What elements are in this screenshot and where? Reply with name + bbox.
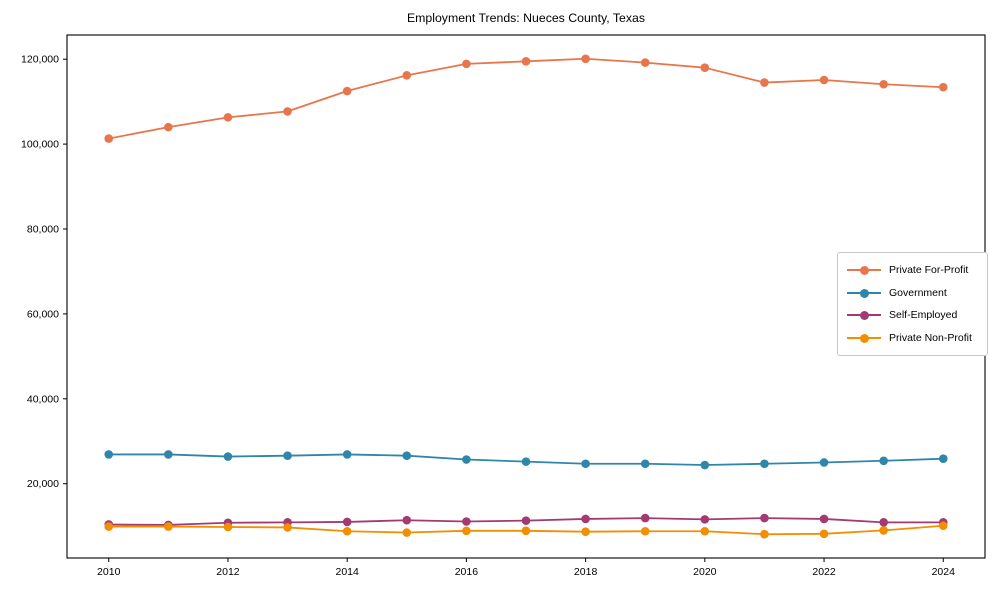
marker-private-non-profit-2023 bbox=[879, 526, 888, 535]
marker-private-non-profit-2022 bbox=[819, 529, 829, 539]
marker-self-employed-2016 bbox=[462, 517, 471, 526]
x-tick-label: 2022 bbox=[812, 566, 836, 578]
legend-item-self-employed: Self-Employed bbox=[847, 304, 977, 327]
marker-self-employed-2021 bbox=[760, 513, 769, 523]
marker-private-for-profit-2017 bbox=[521, 57, 531, 66]
marker-self-employed-2017 bbox=[521, 516, 531, 525]
marker-private-for-profit-2023 bbox=[879, 79, 888, 89]
marker-private-for-profit-2011 bbox=[164, 122, 173, 132]
legend-label-private-non-profit: Private Non-Profit bbox=[889, 331, 972, 344]
legend-item-private-non-profit: Private Non-Profit bbox=[847, 327, 977, 350]
marker-private-for-profit-2022 bbox=[819, 75, 829, 85]
marker-private-non-profit-2011 bbox=[164, 522, 173, 531]
marker-private-for-profit-2016 bbox=[462, 59, 471, 69]
marker-private-non-profit-2013 bbox=[283, 523, 292, 532]
marker-private-non-profit-2021 bbox=[760, 529, 769, 539]
marker-private-non-profit-2018 bbox=[581, 527, 590, 536]
marker-self-employed-2022 bbox=[819, 514, 829, 524]
y-tick-label: 60,000 bbox=[27, 308, 59, 320]
marker-self-employed-2019 bbox=[640, 513, 650, 523]
x-tick-label: 2010 bbox=[97, 566, 121, 578]
marker-private-non-profit-2016 bbox=[462, 526, 471, 536]
marker-private-for-profit-2018 bbox=[581, 54, 590, 64]
marker-government-2023 bbox=[879, 456, 888, 466]
marker-government-2015 bbox=[402, 451, 412, 460]
legend: Private For-Profit Government Self-Employe… bbox=[837, 252, 988, 356]
marker-private-for-profit-2020 bbox=[700, 63, 710, 72]
legend-label-private-for-profit: Private For-Profit bbox=[889, 264, 969, 277]
marker-government-2019 bbox=[640, 459, 650, 469]
marker-private-non-profit-2024 bbox=[938, 521, 948, 531]
marker-private-for-profit-2014 bbox=[342, 86, 352, 96]
marker-private-non-profit-2019 bbox=[640, 526, 650, 536]
legend-marker-private-for-profit bbox=[847, 265, 881, 276]
legend-label-government: Government bbox=[889, 286, 947, 299]
marker-government-2022 bbox=[819, 458, 829, 467]
marker-private-for-profit-2012 bbox=[223, 113, 233, 122]
marker-private-non-profit-2015 bbox=[402, 528, 412, 537]
marker-government-2010 bbox=[104, 450, 114, 459]
marker-private-for-profit-2021 bbox=[760, 78, 769, 87]
y-tick-label: 120,000 bbox=[21, 54, 59, 66]
marker-private-non-profit-2012 bbox=[223, 522, 233, 532]
x-tick-label: 2016 bbox=[455, 566, 479, 578]
legend-dot-swatch bbox=[860, 288, 869, 298]
marker-self-employed-2014 bbox=[342, 517, 352, 527]
marker-government-2014 bbox=[342, 450, 352, 459]
marker-private-for-profit-2024 bbox=[938, 82, 948, 92]
y-tick-label: 80,000 bbox=[27, 224, 59, 236]
x-tick-label: 2024 bbox=[932, 566, 956, 578]
marker-government-2013 bbox=[283, 451, 292, 460]
marker-government-2020 bbox=[700, 460, 710, 470]
marker-private-non-profit-2017 bbox=[521, 526, 531, 536]
legend-marker-self-employed bbox=[847, 310, 881, 321]
chart-title: Employment Trends: Nueces County, Texas bbox=[407, 11, 645, 25]
marker-self-employed-2023 bbox=[879, 518, 888, 527]
line-private-for-profit bbox=[108, 57, 944, 140]
marker-government-2012 bbox=[223, 452, 233, 461]
marker-government-2011 bbox=[164, 450, 173, 459]
marker-government-2016 bbox=[462, 455, 471, 464]
marker-private-for-profit-2015 bbox=[402, 71, 412, 80]
marker-private-non-profit-2010 bbox=[104, 522, 114, 531]
y-tick-label: 40,000 bbox=[27, 393, 59, 405]
marker-private-for-profit-2019 bbox=[640, 58, 650, 67]
x-tick-label: 2020 bbox=[693, 566, 717, 578]
marker-self-employed-2015 bbox=[402, 515, 412, 525]
y-tick-label: 100,000 bbox=[21, 139, 59, 151]
marker-government-2017 bbox=[521, 457, 531, 466]
x-tick-label: 2014 bbox=[335, 566, 359, 578]
marker-private-for-profit-2013 bbox=[283, 107, 292, 116]
marker-government-2024 bbox=[938, 454, 948, 463]
legend-item-private-for-profit: Private For-Profit bbox=[847, 259, 977, 282]
marker-private-for-profit-2010 bbox=[104, 134, 114, 143]
x-tick-label: 2012 bbox=[216, 566, 240, 578]
legend-dot-swatch bbox=[860, 311, 869, 321]
marker-government-2018 bbox=[581, 459, 590, 469]
legend-item-government: Government bbox=[847, 282, 977, 305]
marker-self-employed-2018 bbox=[581, 514, 590, 524]
data-series bbox=[104, 54, 948, 539]
legend-marker-government bbox=[847, 288, 881, 298]
marker-government-2021 bbox=[760, 459, 769, 469]
legend-marker-private-non-profit bbox=[847, 333, 881, 343]
marker-self-employed-2020 bbox=[700, 515, 710, 524]
marker-private-non-profit-2014 bbox=[342, 526, 352, 536]
legend-label-self-employed: Self-Employed bbox=[889, 309, 958, 322]
legend-dot-swatch bbox=[860, 266, 869, 276]
y-tick-label: 20,000 bbox=[27, 478, 59, 490]
x-tick-label: 2018 bbox=[574, 566, 598, 578]
legend-dot-swatch bbox=[860, 333, 869, 343]
marker-private-non-profit-2020 bbox=[700, 526, 710, 536]
